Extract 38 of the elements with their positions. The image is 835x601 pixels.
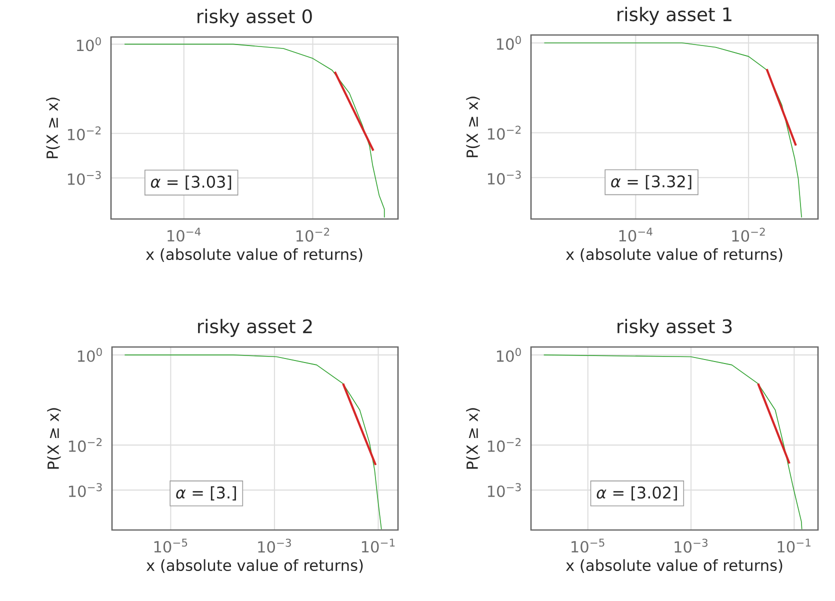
- x-tick-label: 10$^{−5}$: [572, 538, 604, 553]
- annotation: α = [3.]: [176, 486, 236, 501]
- x-tick-label: 10$^{−3}$: [258, 538, 291, 553]
- y-axis-title: P(X ≥ x): [466, 408, 480, 469]
- x-axis-title: x (absolute value of returns): [146, 559, 363, 573]
- y-tick-label: 10$^{−2}$: [488, 438, 521, 452]
- chart-title: risky asset 3: [618, 318, 732, 337]
- y-tick-label: 10$^{0}$: [78, 348, 102, 362]
- y-tick-label: 10$^{−3}$: [488, 170, 521, 185]
- y-tick-label: 10$^{−2}$: [68, 438, 102, 452]
- y-axis-title: P(X ≥ x): [47, 408, 61, 469]
- y-tick-label: 10$^{−2}$: [488, 126, 521, 140]
- annotation: α = [3.03]: [150, 175, 232, 190]
- x-axis-title: x (absolute value of returns): [146, 248, 362, 262]
- chart-title: risky asset 1: [618, 6, 732, 25]
- y-axis-title: P(X ≥ x): [46, 98, 60, 158]
- x-axis-title: x (absolute value of returns): [566, 248, 782, 262]
- x-axis-title: x (absolute value of returns): [566, 559, 782, 573]
- annotation: α = [3.32]: [611, 175, 692, 190]
- y-tick-label: 10$^{0}$: [76, 37, 101, 52]
- x-tick-label: 10$^{−3}$: [674, 538, 708, 553]
- x-tick-label: 10$^{−4}$: [168, 228, 201, 242]
- y-tick-label: 10$^{0}$: [496, 36, 521, 50]
- x-tick-label: 10$^{−2}$: [732, 228, 765, 242]
- y-tick-label: 10$^{−3}$: [68, 170, 101, 185]
- y-axis-title: P(X ≥ x): [466, 96, 480, 158]
- y-tick-label: 10$^{0}$: [496, 348, 521, 362]
- x-tick-label: 10$^{−5}$: [154, 538, 188, 553]
- chart-title: risky asset 2: [198, 318, 312, 337]
- y-tick-label: 10$^{−3}$: [68, 483, 102, 498]
- y-tick-label: 10$^{−2}$: [68, 126, 101, 140]
- x-tick-label: 10$^{−2}$: [296, 228, 330, 242]
- x-tick-label: 10$^{−1}$: [778, 538, 810, 553]
- y-tick-label: 10$^{−3}$: [488, 483, 521, 498]
- chart-title: risky asset 0: [198, 8, 312, 27]
- x-tick-label: 10$^{−4}$: [619, 228, 652, 242]
- annotation: α = [3.02]: [596, 486, 677, 501]
- x-tick-label: 10$^{−1}$: [362, 538, 395, 553]
